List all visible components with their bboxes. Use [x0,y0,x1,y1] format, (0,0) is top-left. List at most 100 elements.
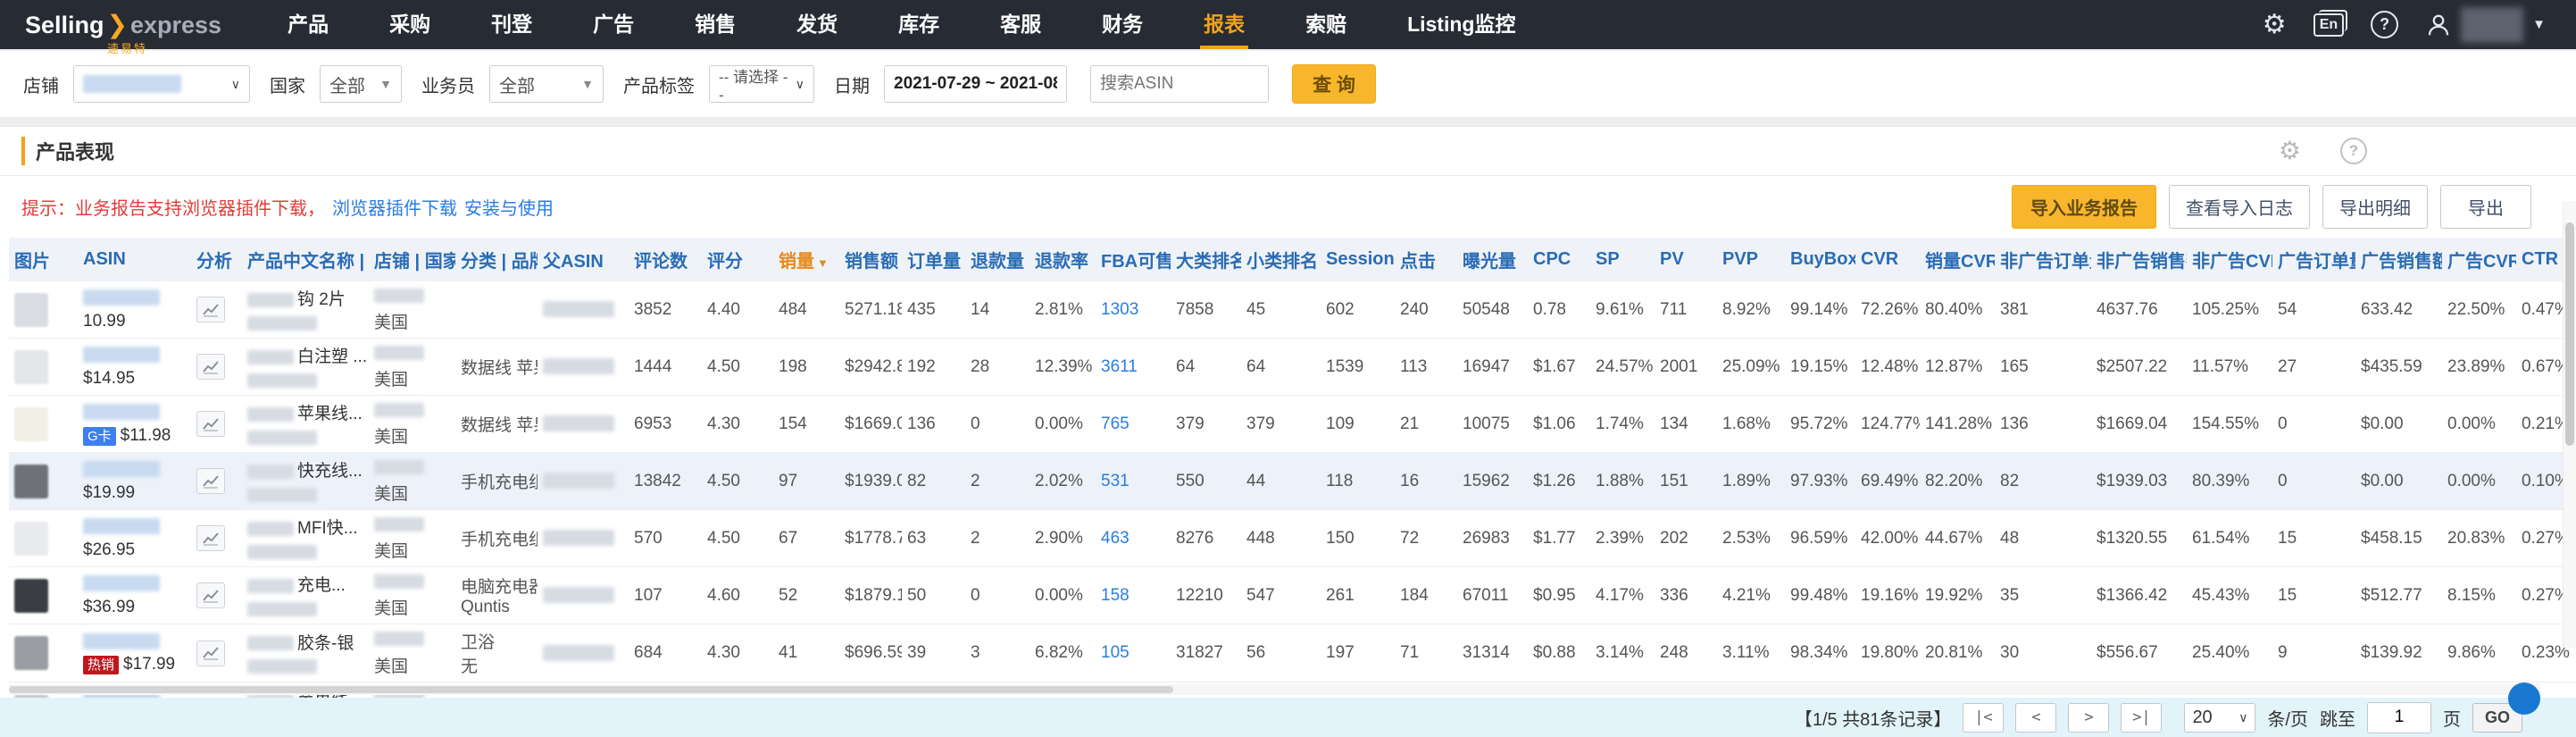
fba-stock-link[interactable]: 463 [1101,529,1130,548]
analysis-chart-button[interactable] [196,411,225,437]
asin-link-redacted[interactable] [83,347,160,363]
asin-link-redacted[interactable] [83,633,160,649]
fba-stock-link[interactable]: 3611 [1101,357,1138,376]
column-header[interactable]: 父ASIN [538,238,629,281]
asin-link-redacted[interactable] [83,518,160,534]
date-range-input[interactable] [884,65,1067,103]
column-header[interactable]: 销售额 [839,238,902,281]
user-account-menu[interactable]: ▼ [2425,7,2546,43]
nav-item[interactable]: 发货 [766,0,868,49]
language-toggle-icon[interactable]: En [2313,13,2344,37]
metric-value: $556.67 [2091,624,2187,683]
analysis-chart-button[interactable] [196,582,225,608]
table-settings-gear-icon[interactable]: ⚙ [2279,138,2301,164]
nav-item[interactable]: 财务 [1071,0,1173,49]
column-header[interactable]: 广告CVR [2442,238,2516,281]
last-page-button[interactable]: >| [2121,703,2162,733]
column-header[interactable]: 曝光量 [1457,238,1528,281]
column-header[interactable]: PVP [1717,238,1785,281]
export-button[interactable]: 导出 [2440,185,2531,229]
column-header[interactable]: SP [1590,238,1655,281]
query-button[interactable]: 查 询 [1292,64,1376,104]
category-brand-label: Quntis [461,598,532,617]
column-header[interactable]: FBA可售 [1096,238,1171,281]
column-header[interactable]: 分类 | 品牌 [455,238,538,281]
metric-value: 20.81% [1920,624,1995,683]
settings-gear-icon[interactable]: ⚙ [2263,12,2287,38]
nav-item[interactable]: 索赔 [1275,0,1377,49]
metric-value: $1939.03 [839,453,902,510]
asin-link-redacted[interactable] [83,404,160,420]
fba-stock-link[interactable]: 158 [1101,586,1130,605]
nav-item[interactable]: 报表 [1173,0,1275,49]
analysis-chart-button[interactable] [196,297,225,322]
shop-select[interactable]: ∨ [73,65,250,103]
next-page-button[interactable]: > [2068,703,2109,733]
column-header[interactable]: 产品中文名称 | SKU [242,238,369,281]
prev-page-button[interactable]: < [2015,703,2056,733]
import-report-button[interactable]: 导入业务报告 [2012,185,2156,229]
nav-item[interactable]: 产品 [257,0,359,49]
asin-link-redacted[interactable] [83,289,160,306]
analysis-chart-button[interactable] [196,468,225,494]
analysis-chart-button[interactable] [196,641,225,666]
column-header[interactable]: 大类排名 [1171,238,1241,281]
plugin-download-link[interactable]: 浏览器插件下载 [332,194,457,220]
fba-stock-link[interactable]: 531 [1101,472,1130,490]
first-page-button[interactable]: |< [1963,703,2004,733]
column-header[interactable]: Sessions [1321,238,1395,281]
floating-helper-button[interactable] [2508,683,2540,715]
column-header[interactable]: 非广告销售额 [2091,238,2187,281]
column-header[interactable]: 评论数 [629,238,702,281]
jump-page-input[interactable] [2367,702,2431,733]
column-header[interactable]: BuyBox [1785,238,1855,281]
column-header[interactable]: 销量▼ [773,238,839,281]
install-guide-link[interactable]: 安装与使用 [464,194,554,220]
column-header[interactable]: 订单量 [902,238,965,281]
reviews-count: 570 [629,510,702,567]
table-horizontal-scrollbar[interactable] [9,684,2540,695]
column-header[interactable]: 退款率 [1030,238,1096,281]
salesman-select[interactable]: 全部 ▼ [489,65,604,103]
fba-stock-link[interactable]: 765 [1101,415,1130,433]
table-vertical-scrollbar[interactable] [2563,201,2576,648]
nav-item[interactable]: 库存 [868,0,970,49]
nav-item[interactable]: 广告 [563,0,664,49]
nav-item[interactable]: 采购 [359,0,461,49]
analysis-chart-button[interactable] [196,354,225,380]
column-header[interactable]: 图片 [9,238,78,281]
column-header[interactable]: 评分 [702,238,773,281]
nav-item[interactable]: 客服 [970,0,1071,49]
analysis-chart-button[interactable] [196,525,225,551]
nav-item[interactable]: Listing监控 [1377,0,1546,49]
page-size-select[interactable]: 20 ∨ [2184,703,2255,733]
nav-item[interactable]: 销售 [664,0,766,49]
asin-link-redacted[interactable] [83,461,160,477]
help-icon[interactable]: ? [2371,11,2398,38]
column-header[interactable]: 店铺 | 国家 [369,238,455,281]
column-header[interactable]: 销量CVR [1920,238,1995,281]
column-header[interactable]: 非广告订单量 [1995,238,2091,281]
export-detail-button[interactable]: 导出明细 [2322,185,2428,229]
metric-value: 10075 [1457,396,1528,453]
fba-stock-link[interactable]: 1303 [1101,300,1138,319]
column-header[interactable]: CPC [1528,238,1590,281]
view-import-log-button[interactable]: 查看导入日志 [2169,185,2310,229]
panel-help-icon[interactable]: ? [2340,138,2367,164]
country-select[interactable]: 全部 ▼ [320,65,402,103]
column-header[interactable]: CVR [1855,238,1920,281]
column-header[interactable]: 退款量 [965,238,1030,281]
asin-link-redacted[interactable] [83,575,160,591]
column-header[interactable]: 非广告CVR [2187,238,2272,281]
column-header[interactable]: 广告订单量 [2272,238,2355,281]
column-header[interactable]: ASIN [78,238,191,281]
search-asin-input[interactable] [1090,65,1269,103]
column-header[interactable]: 广告销售额 [2355,238,2442,281]
column-header[interactable]: 点击 [1395,238,1457,281]
column-header[interactable]: PV [1655,238,1717,281]
column-header[interactable]: 小类排名 [1241,238,1321,281]
fba-stock-link[interactable]: 105 [1101,643,1130,662]
column-header[interactable]: 分析 [191,238,242,281]
nav-item[interactable]: 刊登 [461,0,563,49]
product-tag-select[interactable]: -- 请选择 -- ∨ [709,65,814,103]
